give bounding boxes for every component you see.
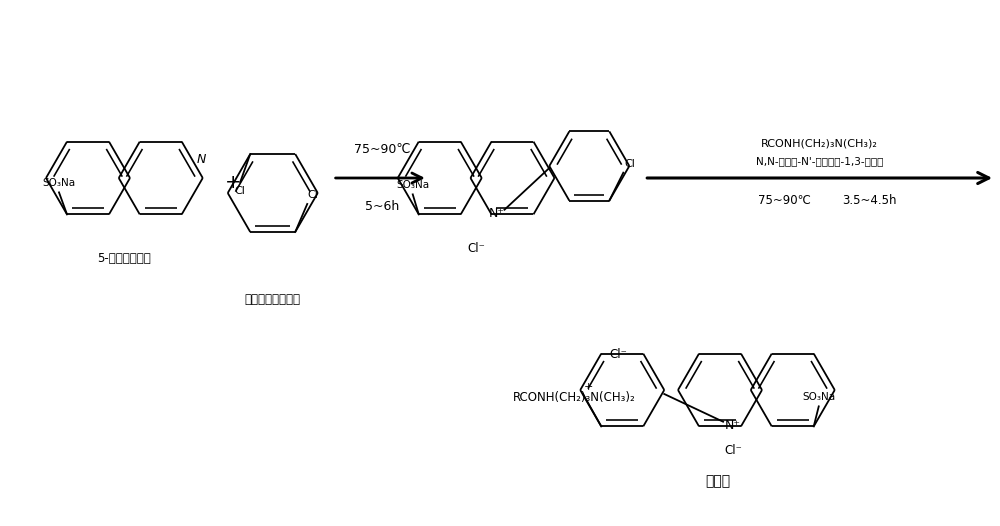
Text: +: + bbox=[224, 174, 241, 193]
Text: 5-异喹啉磺酸钠: 5-异喹啉磺酸钠 bbox=[97, 252, 151, 265]
Text: RCONH(CH₂)₃N(CH₃)₂: RCONH(CH₂)₃N(CH₃)₂ bbox=[513, 391, 636, 404]
Text: Cl⁻: Cl⁻ bbox=[467, 242, 485, 255]
Text: N: N bbox=[197, 153, 206, 166]
Text: SO₃Na: SO₃Na bbox=[396, 180, 429, 190]
Text: 3.5~4.5h: 3.5~4.5h bbox=[842, 194, 897, 207]
Text: SO₃Na: SO₃Na bbox=[42, 178, 76, 188]
Text: N⁺: N⁺ bbox=[488, 207, 504, 220]
Text: 对亚二甲苯基二氯: 对亚二甲苯基二氯 bbox=[245, 293, 301, 306]
Text: Cl: Cl bbox=[307, 190, 318, 200]
Text: 5~6h: 5~6h bbox=[365, 200, 399, 213]
Text: Cl: Cl bbox=[235, 186, 246, 196]
Text: Cl⁻: Cl⁻ bbox=[609, 348, 627, 361]
Text: RCONH(CH₂)₃N(CH₃)₂: RCONH(CH₂)₃N(CH₃)₂ bbox=[761, 138, 878, 148]
Text: Cl⁻: Cl⁻ bbox=[724, 444, 742, 457]
Text: 75~90℃: 75~90℃ bbox=[354, 143, 410, 156]
Text: N,N-二甲基-N'-月桂酰基-1,3-丙二胺: N,N-二甲基-N'-月桂酰基-1,3-丙二胺 bbox=[756, 156, 883, 166]
Text: Cl: Cl bbox=[624, 159, 635, 169]
Text: +: + bbox=[584, 382, 593, 392]
Text: SO₃Na: SO₃Na bbox=[802, 392, 835, 402]
Text: N⁺: N⁺ bbox=[725, 419, 741, 432]
Text: 目标物: 目标物 bbox=[705, 474, 730, 488]
Text: 75~90℃: 75~90℃ bbox=[758, 194, 811, 207]
